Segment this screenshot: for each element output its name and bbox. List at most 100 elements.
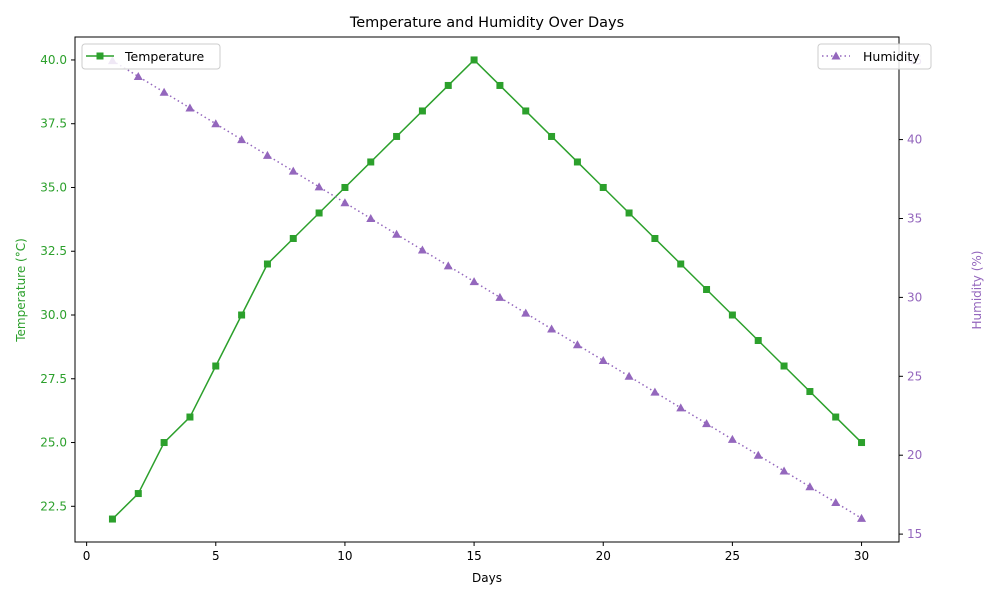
y-axis-right: 15202530354045: [899, 54, 922, 541]
humidity-point: [624, 371, 634, 380]
temperature-point: [315, 209, 323, 217]
temperature-point: [832, 413, 840, 421]
humidity-point: [753, 450, 763, 459]
humidity-point: [133, 71, 143, 80]
temperature-point: [858, 439, 866, 447]
x-tick-label: 5: [212, 549, 220, 563]
y-right-tick-label: 35: [907, 211, 922, 225]
x-axis-label: Days: [472, 571, 502, 585]
humidity-point: [443, 261, 453, 270]
humidity-point: [469, 277, 479, 286]
y-axis-left: 22.5 25.0 27.5 30.0 32.5 35.0 37.5 40.0: [40, 53, 75, 513]
legend-humidity: Humidity: [817, 43, 932, 70]
temperature-point: [134, 490, 142, 498]
plot-frame: [74, 36, 900, 543]
temperature-series-line: [111, 58, 863, 520]
temperature-point: [186, 413, 194, 421]
temperature-point: [496, 81, 504, 89]
humidity-point: [159, 87, 169, 96]
humidity-point: [779, 466, 789, 475]
humidity-point: [521, 308, 531, 317]
legend-humidity-marker: [831, 51, 841, 60]
chart-title: Temperature and Humidity Over Days: [349, 15, 624, 31]
temperature-point: [548, 132, 556, 140]
temperature-point: [754, 337, 762, 345]
humidity-point: [314, 182, 324, 191]
temperature-point: [728, 311, 736, 319]
x-tick-label: 30: [854, 549, 869, 563]
temperature-point: [625, 209, 633, 217]
humidity-point: [650, 387, 660, 396]
temperature-point: [599, 183, 607, 191]
humidity-point: [288, 166, 298, 175]
temperature-point: [263, 260, 271, 268]
x-tick-label: 20: [596, 549, 611, 563]
legend-humidity-box: [817, 43, 932, 70]
temperature-point: [367, 158, 375, 166]
y-left-tick-label: 27.5: [40, 372, 67, 386]
humidity-point: [417, 245, 427, 254]
y-right-tick-label: 20: [907, 448, 922, 462]
legend-temperature-marker: [96, 52, 104, 60]
humidity-point: [702, 419, 712, 428]
temperature-point: [418, 107, 426, 115]
y-right-tick-label: 30: [907, 290, 922, 304]
humidity-point: [547, 324, 557, 333]
legend-temperature: Temperature: [81, 43, 221, 70]
humidity-series-line: [112, 60, 862, 519]
humidity-point: [237, 135, 247, 144]
temperature-point: [212, 362, 220, 370]
temperature-point: [651, 234, 659, 242]
temperature-point: [522, 107, 530, 115]
humidity-point: [340, 198, 350, 207]
humidity-point: [392, 229, 402, 238]
temperature-point: [393, 132, 401, 140]
temperature-point: [160, 439, 168, 447]
temperature-point: [573, 158, 581, 166]
y-axis-left-label: Temperature (°C): [14, 238, 28, 343]
y-right-tick-label: 15: [907, 527, 922, 541]
temperature-point: [470, 56, 478, 64]
x-tick-label: 25: [725, 549, 740, 563]
temperature-point: [108, 515, 116, 523]
y-left-tick-label: 30.0: [40, 308, 67, 322]
humidity-point: [598, 356, 608, 365]
y-left-tick-label: 40.0: [40, 53, 67, 67]
series-layer: [107, 56, 867, 523]
temperature-point: [677, 260, 685, 268]
legend-temperature-label: Temperature: [124, 49, 204, 64]
humidity-point: [366, 213, 376, 222]
humidity-point: [805, 482, 815, 491]
temperature-point: [341, 183, 349, 191]
y-left-tick-label: 35.0: [40, 180, 67, 194]
humidity-point: [211, 119, 221, 128]
x-tick-label: 15: [466, 549, 481, 563]
humidity-point: [495, 292, 505, 301]
temperature-point: [238, 311, 246, 319]
y-right-tick-label: 25: [907, 369, 922, 383]
legend-humidity-label: Humidity: [863, 49, 920, 64]
humidity-point: [262, 150, 272, 159]
legend-temperature-box: [81, 43, 221, 70]
x-tick-label: 10: [337, 549, 352, 563]
humidity-point: [185, 103, 195, 112]
y-left-tick-label: 32.5: [40, 244, 67, 258]
y-left-tick-label: 37.5: [40, 117, 67, 131]
humidity-point: [727, 434, 737, 443]
temperature-point: [289, 234, 297, 242]
y-left-tick-label: 25.0: [40, 436, 67, 450]
humidity-point: [572, 340, 582, 349]
y-right-tick-label: 40: [907, 133, 922, 147]
x-axis: 0 5 10 15 20 25 30: [83, 542, 869, 563]
humidity-point: [831, 498, 841, 507]
humidity-point: [676, 403, 686, 412]
temperature-point: [444, 81, 452, 89]
y-left-tick-label: 22.5: [40, 499, 67, 513]
x-tick-label: 0: [83, 549, 91, 563]
temperature-point: [703, 286, 711, 293]
temperature-point: [780, 362, 788, 370]
humidity-point: [857, 513, 867, 522]
temperature-point: [806, 388, 814, 396]
